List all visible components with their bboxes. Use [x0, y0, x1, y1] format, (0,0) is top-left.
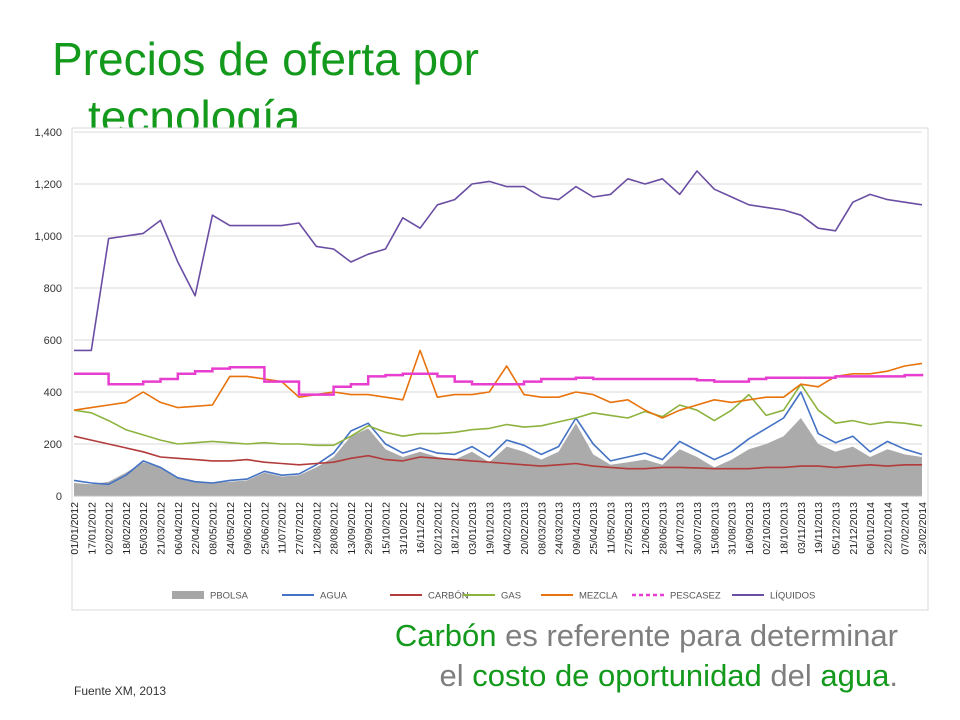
series-agua-line — [73, 391, 923, 486]
caption-highlight-cost: costo de oportunidad — [472, 658, 762, 693]
series-pbolsa-area — [74, 418, 922, 496]
caption-line2: el costo de oportunidad del agua. — [395, 656, 898, 696]
x-tick-label: 13/09/2012 — [346, 502, 358, 555]
x-tick-label: 24/05/2012 — [225, 502, 237, 555]
y-tick-label: 1,200 — [34, 179, 62, 191]
caption-highlight-carbon: Carbón — [394, 618, 497, 653]
series-líquidos-line — [74, 170, 923, 352]
caption: Carbón es referente para determinar el c… — [395, 616, 898, 696]
caption-line1: Carbón es referente para determinar — [395, 616, 898, 656]
x-tick-label: 21/03/2012 — [156, 502, 168, 555]
x-tick-label: 11/07/2012 — [277, 502, 289, 554]
legend-label: PBOLSA — [210, 591, 249, 602]
x-tick-label: 03/01/2013 — [467, 502, 479, 555]
y-tick-label: 200 — [44, 439, 62, 451]
slide-title-line2: tecnología — [88, 91, 301, 128]
x-tick-label: 25/04/2013 — [588, 502, 600, 555]
x-tick-label: 22/01/2014 — [882, 502, 894, 555]
x-tick-label: 22/04/2012 — [190, 502, 202, 555]
x-tick-label: 27/05/2013 — [623, 502, 635, 555]
x-tick-label: 18/10/2013 — [779, 502, 791, 555]
x-tick-label: 02/10/2013 — [761, 502, 773, 555]
x-tick-label: 18/02/2012 — [121, 502, 133, 555]
legend-label: GAS — [501, 591, 521, 602]
legend-label: LÍQUIDOS — [770, 591, 815, 602]
y-tick-label: 1,400 — [34, 127, 62, 139]
x-tick-label: 28/08/2012 — [329, 502, 341, 555]
x-tick-label: 31/10/2012 — [398, 502, 410, 555]
source-note: Fuente XM, 2013 — [74, 684, 167, 698]
legend-label: CARBÓN — [428, 591, 469, 602]
x-tick-label: 09/04/2013 — [571, 502, 583, 555]
x-tick-label: 23/02/2014 — [917, 502, 929, 555]
x-tick-label: 03/11/2013 — [796, 502, 808, 554]
caption-text-2: el — [439, 658, 473, 693]
legend-swatch — [172, 591, 204, 599]
y-tick-label: 800 — [44, 283, 62, 295]
x-tick-label: 30/07/2013 — [692, 502, 704, 555]
series-carbón-line — [73, 435, 922, 470]
x-tick-label: 24/03/2013 — [554, 502, 566, 555]
x-tick-label: 01/01/2012 — [69, 502, 81, 555]
x-tick-label: 19/01/2013 — [484, 502, 496, 555]
x-tick-label: 07/02/2014 — [900, 502, 912, 555]
x-tick-label: 27/07/2012 — [294, 502, 306, 555]
x-tick-label: 17/01/2012 — [86, 502, 98, 555]
x-tick-label: 09/06/2012 — [242, 502, 254, 555]
caption-highlight-water: agua — [820, 658, 890, 693]
y-tick-label: 0 — [56, 491, 62, 503]
series-mezcla-line — [73, 349, 923, 419]
legend-label: MEZCLA — [579, 591, 618, 602]
x-tick-label: 06/01/2014 — [865, 502, 877, 555]
caption-text-1: es referente para determinar — [496, 618, 898, 653]
x-tick-label: 02/12/2012 — [432, 502, 444, 555]
x-tick-label: 18/12/2012 — [450, 502, 462, 555]
y-tick-label: 600 — [44, 335, 62, 347]
legend-label: AGUA — [320, 591, 348, 602]
series-pescasez-line — [74, 366, 924, 396]
legend-label: PESCASEZ — [670, 591, 721, 602]
x-tick-label: 20/02/2013 — [519, 502, 531, 555]
caption-text-4: . — [889, 658, 898, 693]
x-tick-label: 14/07/2013 — [675, 502, 687, 555]
slide-title-line1: Precios de oferta por — [52, 33, 480, 85]
x-tick-label: 16/11/2012 — [415, 502, 427, 554]
x-tick-label: 05/03/2012 — [138, 502, 150, 555]
x-tick-label: 06/04/2012 — [173, 502, 185, 555]
x-tick-label: 31/08/2013 — [727, 502, 739, 555]
x-tick-label: 02/02/2012 — [104, 502, 116, 555]
x-tick-label: 15/10/2012 — [381, 502, 393, 555]
x-tick-label: 29/09/2012 — [363, 502, 375, 555]
x-tick-label: 28/06/2013 — [657, 502, 669, 555]
series-gas-line — [73, 383, 923, 447]
y-tick-label: 1,000 — [34, 231, 62, 243]
x-tick-label: 08/03/2013 — [536, 502, 548, 555]
x-tick-label: 19/11/2013 — [813, 502, 825, 554]
caption-text-3: del — [761, 658, 821, 693]
x-tick-label: 04/02/2013 — [502, 502, 514, 555]
x-tick-label: 16/09/2013 — [744, 502, 756, 555]
x-tick-label: 21/12/2013 — [848, 502, 860, 555]
y-tick-label: 400 — [44, 387, 62, 399]
x-tick-label: 08/05/2012 — [207, 502, 219, 555]
x-tick-label: 15/08/2013 — [709, 502, 721, 555]
x-tick-label: 11/05/2013 — [605, 502, 617, 554]
x-tick-label: 12/08/2012 — [311, 502, 323, 555]
x-tick-label: 25/06/2012 — [259, 502, 271, 555]
slide-title: Precios de oferta por tecnología — [52, 30, 612, 128]
x-tick-label: 05/12/2013 — [830, 502, 842, 555]
x-tick-label: 12/06/2013 — [640, 502, 652, 555]
